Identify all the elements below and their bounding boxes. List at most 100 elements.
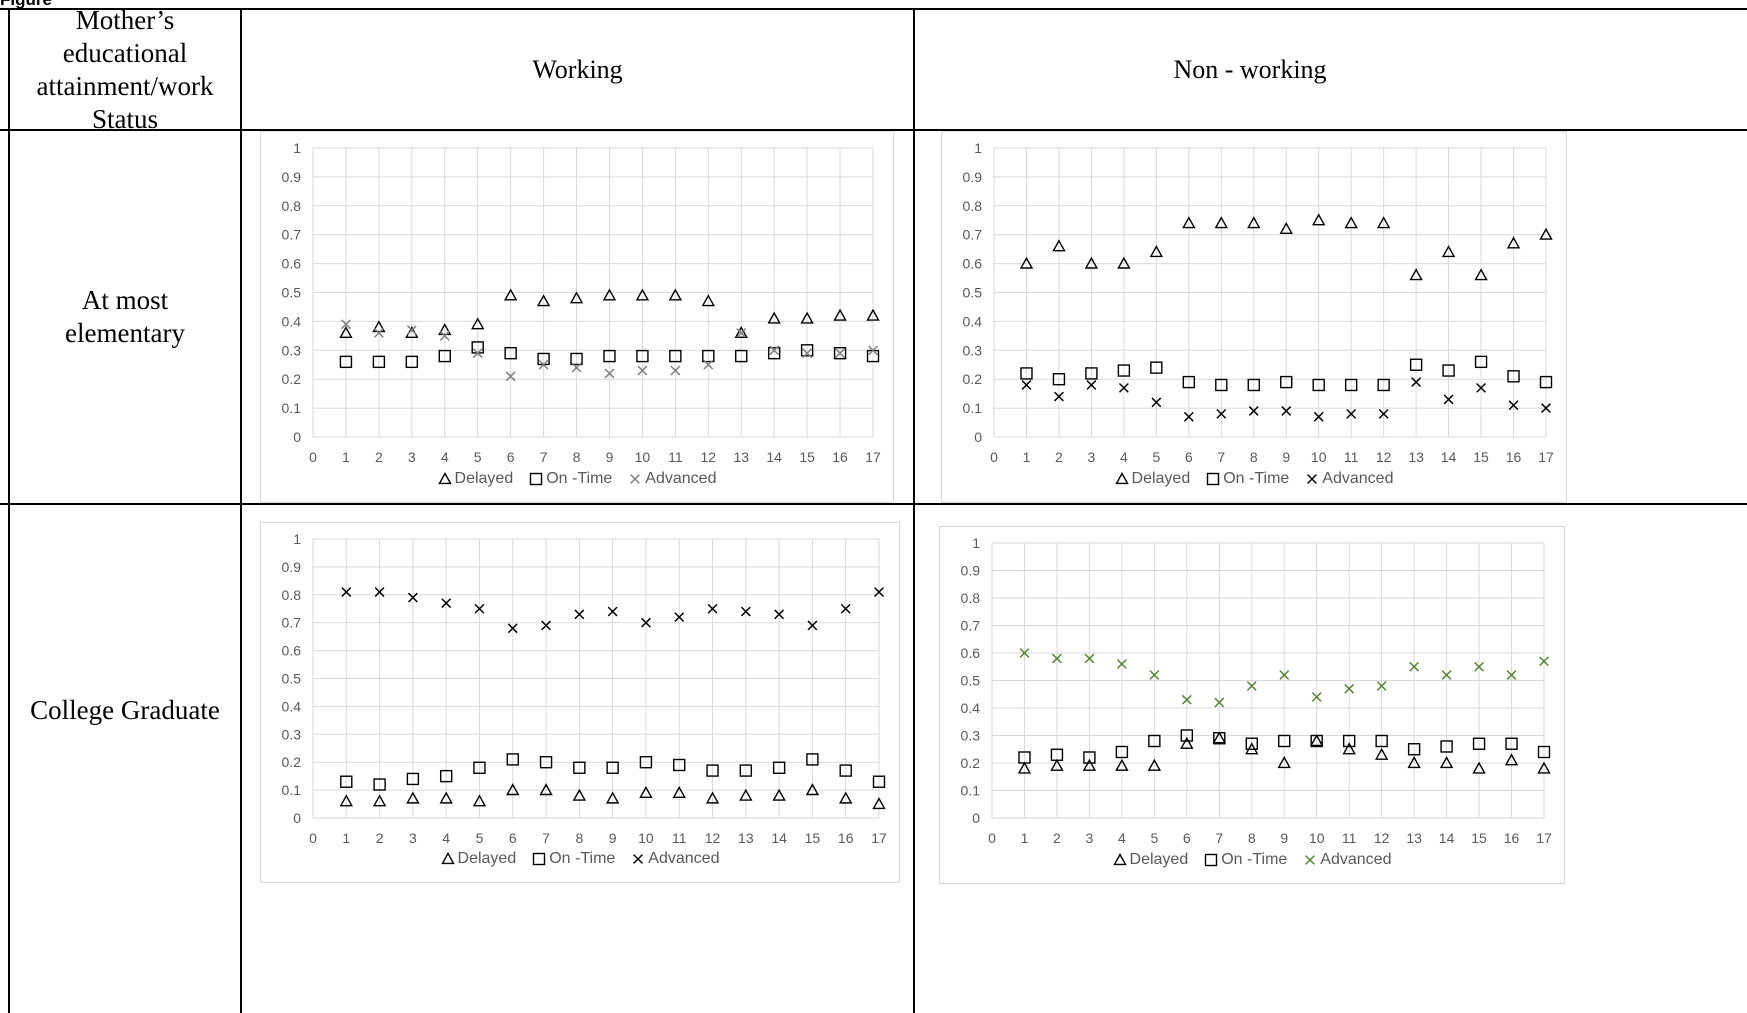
- ontime-point: [606, 761, 619, 774]
- legend-item: On -Time: [529, 470, 612, 488]
- advanced-point-legend-marker: [630, 474, 641, 484]
- delayed-point: [866, 308, 880, 321]
- delayed-point: [805, 783, 820, 796]
- ontime-point: [1085, 367, 1098, 380]
- ontime-point: [339, 355, 353, 369]
- advanced-point: [441, 598, 452, 609]
- delayed-point: [1050, 758, 1064, 771]
- x-tick-label: 8: [1248, 830, 1256, 846]
- ontime-point: [1182, 375, 1196, 389]
- y-tick-label: 0.1: [282, 782, 302, 798]
- ontime-point: [1050, 748, 1064, 761]
- x-tick-label: 0: [988, 830, 996, 846]
- chart-plot-svg: 00.10.20.30.40.50.60.70.80.910 1 2 3 4 5 6 7 8 9 1…: [282, 531, 887, 846]
- x-tick-label: 6: [1185, 449, 1193, 465]
- row-label-college-text: College Graduate: [30, 694, 220, 725]
- advanced-point: [1376, 681, 1387, 691]
- advanced-point: [1216, 408, 1227, 419]
- advanced-point: [641, 617, 651, 628]
- x-tick-label: 9: [606, 449, 614, 465]
- advanced-point: [1476, 382, 1486, 393]
- ontime-point: [406, 772, 420, 786]
- delayed-point-legend-marker: [440, 852, 455, 865]
- advanced-point: [1474, 661, 1484, 672]
- y-tick-label: 0.6: [961, 645, 981, 661]
- y-tick-label: 0.4: [282, 698, 302, 714]
- chart-college-working: 0 0.1 0.2 0.3 0.4 0.5 0.6 0.7 0.8 0.9 1 0 1 2 3 4 5 6 7 8 9 1…: [260, 522, 900, 883]
- y-tick-label: 0: [293, 429, 301, 445]
- table-row-divider: [0, 503, 1747, 505]
- x-tick-label: 15: [1473, 449, 1489, 465]
- legend-label: Delayed: [454, 470, 514, 487]
- advanced-point: [1052, 653, 1062, 664]
- y-tick-label: 0.2: [961, 755, 981, 771]
- delayed-point: [1019, 256, 1034, 269]
- legend-label: Delayed: [457, 850, 517, 867]
- row-label-elementary: At most elementary: [10, 131, 240, 503]
- advanced-point: [1118, 382, 1129, 393]
- advanced-point: [1313, 411, 1324, 422]
- x-tick-label: 3: [1088, 449, 1096, 465]
- y-tick-label: 0.5: [961, 673, 981, 689]
- x-tick-label: 2: [375, 449, 383, 465]
- advanced-point-legend-icon: [633, 854, 644, 864]
- chart-elementary-nonworking: 0 0.1 0.2 0.3 0.4 0.5 0.6 0.7 0.8 0.9 1 0 1 2 3 4 5 6 7 8 9 1…: [941, 131, 1567, 503]
- legend-item: On -Time: [1206, 470, 1289, 488]
- x-tick-label: 12: [1376, 449, 1392, 465]
- y-tick-label: 0.8: [961, 590, 981, 606]
- x-tick-label: 4: [441, 449, 449, 465]
- header-first-column: Mother’s educational attainment/work Sta…: [10, 5, 240, 134]
- ontime-point: [1375, 734, 1388, 748]
- table-col-divider-2: [913, 8, 915, 1013]
- advanced-point: [736, 328, 747, 338]
- x-tick-label: 16: [832, 449, 848, 465]
- ontime-point: [636, 349, 649, 363]
- header-nonworking-text: Non - working: [1173, 54, 1327, 84]
- ontime-point: [1215, 378, 1228, 392]
- delayed-point: [438, 323, 452, 336]
- y-tick-label: 0.9: [282, 559, 302, 575]
- ontime-point: [1472, 737, 1486, 750]
- y-tick-label: 0.9: [963, 169, 983, 185]
- chart-plot-svg: 00.10.20.30.40.50.60.70.80.910 1 2 3 4 5 6 7 8 9 1…: [963, 140, 1554, 465]
- x-tick-label: 14: [1441, 449, 1457, 465]
- ontime-point: [473, 761, 486, 774]
- y-tick-label: 0.2: [963, 371, 983, 387]
- delayed-point: [1214, 216, 1228, 229]
- y-tick-label: 0.1: [963, 400, 983, 416]
- delayed-point: [1506, 236, 1521, 249]
- ontime-point-legend-icon: [1207, 472, 1220, 486]
- chart-plot-svg: 00.10.20.30.40.50.60.70.80.910 1 2 3 4 5 6 7 8 9 1…: [282, 140, 881, 465]
- x-tick-label: 17: [865, 449, 881, 465]
- ontime-point: [669, 349, 682, 363]
- advanced-point: [474, 603, 485, 614]
- advanced-point: [1541, 403, 1551, 414]
- advanced-point: [607, 606, 618, 617]
- figure-caption-text: Figure: [0, 0, 52, 8]
- x-tick-label: 10: [638, 830, 654, 846]
- ontime-point: [1442, 364, 1455, 377]
- advanced-point: [472, 348, 483, 359]
- ontime-point: [639, 755, 653, 769]
- y-tick-label: 1: [972, 535, 980, 551]
- advanced-point: [407, 592, 418, 603]
- delayed-point: [833, 308, 847, 321]
- ontime-point: [839, 764, 852, 777]
- x-tick-label: 16: [1506, 449, 1522, 465]
- legend-item: Advanced: [631, 850, 719, 868]
- x-tick-label: 12: [1374, 830, 1390, 846]
- x-tick-label: 3: [408, 449, 416, 465]
- chart-legend: Delayed On -Time Advanced: [261, 470, 893, 488]
- advanced-point: [670, 365, 681, 376]
- x-tick-label: 7: [1215, 830, 1223, 846]
- delayed-point: [1279, 221, 1293, 235]
- x-tick-label: 14: [1439, 830, 1455, 846]
- ontime-point: [1115, 745, 1129, 759]
- x-tick-label: 1: [1021, 830, 1029, 846]
- ontime-point: [570, 352, 583, 366]
- x-tick-label: 9: [1282, 449, 1290, 465]
- x-tick-label: 0: [309, 449, 317, 465]
- x-tick-label: 11: [668, 449, 683, 465]
- x-tick-label: 8: [573, 449, 581, 465]
- chart-college-nonworking: 0 0.1 0.2 0.3 0.4 0.5 0.6 0.7 0.8 0.9 1 0 1 2 3 4 5 6 7 8 9 1…: [939, 526, 1565, 884]
